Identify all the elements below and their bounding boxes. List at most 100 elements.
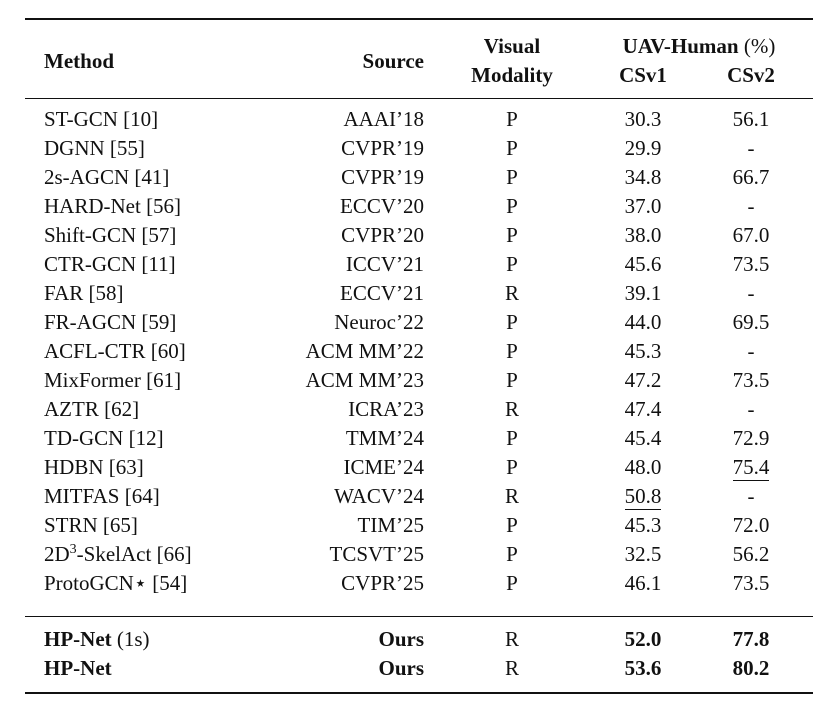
- header-csv1: CSv1: [619, 63, 667, 87]
- cell-visual-modality: R: [504, 397, 519, 421]
- cell-csv1: 30.3: [624, 107, 662, 131]
- cell-csv1: 45.4: [624, 426, 662, 450]
- cell-csv1: 32.5: [624, 542, 662, 566]
- cell-visual-modality: P: [506, 310, 518, 334]
- cell-source: ECCV’20: [340, 194, 424, 218]
- cell-csv1: 45.6: [624, 252, 662, 276]
- cell-source: Ours: [378, 627, 424, 651]
- cell-csv2: 80.2: [732, 656, 770, 680]
- cell-csv2: 77.8: [732, 627, 770, 651]
- header-visual-line1: Visual: [483, 34, 541, 58]
- cell-visual-modality: P: [506, 223, 518, 247]
- cell-visual-modality: P: [506, 136, 518, 160]
- cell-method: ProtoGCN⋆ [54]: [44, 571, 188, 595]
- cell-source: CVPR’25: [341, 571, 424, 595]
- cell-csv2: -: [747, 484, 755, 508]
- cell-source: CVPR’19: [341, 165, 424, 189]
- cell-source: CVPR’19: [341, 136, 424, 160]
- cell-csv2: -: [747, 397, 755, 421]
- cell-visual-modality: P: [506, 571, 518, 595]
- cell-visual-modality: P: [506, 252, 518, 276]
- cell-source: AAAI’18: [343, 107, 424, 131]
- cell-visual-modality: P: [506, 107, 518, 131]
- cell-method: HARD-Net [56]: [44, 194, 182, 218]
- cell-source: CVPR’20: [341, 223, 424, 247]
- cell-method: TD-GCN [12]: [44, 426, 164, 450]
- cell-csv2: 69.5: [732, 310, 770, 334]
- cell-method: HDBN [63]: [44, 455, 144, 479]
- header-source: Source: [362, 49, 424, 73]
- cell-visual-modality: P: [506, 194, 518, 218]
- cell-method: CTR-GCN [11]: [44, 252, 176, 276]
- header-method: Method: [44, 49, 114, 73]
- method-name: HP-Net: [44, 656, 112, 680]
- second-best-value: 50.8: [624, 484, 662, 510]
- header-rule: [25, 98, 813, 99]
- bottom-rule: [25, 692, 813, 694]
- cell-csv1: 52.0: [624, 627, 662, 651]
- cell-visual-modality: R: [504, 281, 519, 305]
- cell-csv1: 37.0: [624, 194, 662, 218]
- cell-source: ICRA’23: [348, 397, 424, 421]
- method-suffix: -SkelAct [66]: [76, 542, 192, 566]
- cell-method: 2s-AGCN [41]: [44, 165, 170, 189]
- cell-csv1: 50.8: [599, 484, 687, 510]
- cell-source: ACM MM’23: [305, 368, 424, 392]
- cell-csv1: 48.0: [624, 455, 662, 479]
- cell-csv2: 75.4: [707, 455, 795, 481]
- cell-visual-modality: P: [506, 426, 518, 450]
- cell-source: ACM MM’22: [305, 339, 424, 363]
- cell-method: 2D3-SkelAct [66]: [44, 542, 192, 566]
- header-uav-label: UAV-Human: [622, 34, 739, 58]
- method-note: (1s): [111, 627, 150, 651]
- cell-csv2: -: [747, 136, 755, 160]
- cell-csv1: 45.3: [624, 513, 662, 537]
- second-best-value: 75.4: [732, 455, 770, 481]
- header-uav-human: UAV-Human (%): [604, 36, 794, 57]
- cell-method: ST-GCN [10]: [44, 107, 159, 131]
- cell-csv2: 73.5: [732, 571, 770, 595]
- cell-method: Shift-GCN [57]: [44, 223, 177, 247]
- cell-csv1: 53.6: [624, 656, 662, 680]
- cell-visual-modality: R: [504, 656, 519, 680]
- cell-visual-modality: R: [504, 627, 519, 651]
- cell-method: HP-Net (1s): [44, 629, 150, 650]
- cell-source: TIM’25: [357, 513, 425, 537]
- cell-csv1: 34.8: [624, 165, 662, 189]
- top-rule: [25, 18, 813, 20]
- cell-csv2: 72.0: [732, 513, 770, 537]
- cell-method: FR-AGCN [59]: [44, 310, 177, 334]
- header-uav-unit: (%): [743, 34, 776, 58]
- method-superscript: 3: [69, 542, 77, 557]
- cell-source: WACV’24: [334, 484, 424, 508]
- cell-csv2: 66.7: [732, 165, 770, 189]
- cell-csv1: 46.1: [624, 571, 662, 595]
- cell-visual-modality: P: [506, 455, 518, 479]
- cell-csv2: -: [747, 339, 755, 363]
- cell-csv2: 67.0: [732, 223, 770, 247]
- cell-visual-modality: P: [506, 513, 518, 537]
- cell-method: ACFL-CTR [60]: [44, 339, 186, 363]
- cell-visual-modality: P: [506, 542, 518, 566]
- cell-method: MITFAS [64]: [44, 484, 160, 508]
- method-name: HP-Net: [44, 627, 112, 651]
- cell-method: MixFormer [61]: [44, 368, 182, 392]
- cell-csv1: 47.4: [624, 397, 662, 421]
- cell-method: DGNN [55]: [44, 136, 145, 160]
- method-prefix: 2D: [44, 542, 70, 566]
- cell-method: HP-Net: [44, 658, 112, 679]
- cell-csv1: 47.2: [624, 368, 662, 392]
- cell-visual-modality: P: [506, 165, 518, 189]
- cell-method: STRN [65]: [44, 513, 138, 537]
- cell-csv1: 39.1: [624, 281, 662, 305]
- cell-csv2: 73.5: [732, 368, 770, 392]
- cell-csv1: 45.3: [624, 339, 662, 363]
- cell-csv2: -: [747, 194, 755, 218]
- cell-source: Neuroc’22: [334, 310, 424, 334]
- cell-csv2: 56.2: [732, 542, 770, 566]
- cell-csv1: 38.0: [624, 223, 662, 247]
- cell-source: ICME’24: [343, 455, 425, 479]
- cell-method: FAR [58]: [44, 281, 124, 305]
- cell-csv1: 44.0: [624, 310, 662, 334]
- cell-visual-modality: R: [504, 484, 519, 508]
